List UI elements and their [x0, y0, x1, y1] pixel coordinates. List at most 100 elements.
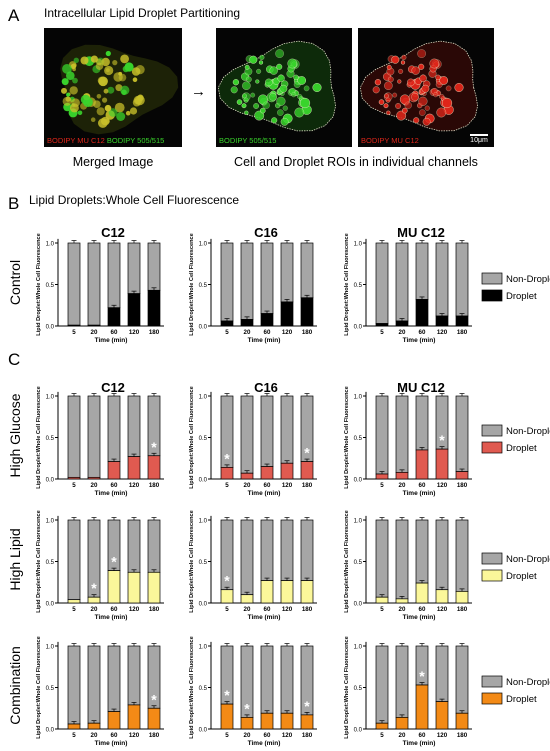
lipid-droplet [108, 108, 118, 117]
legend-label-droplet: Droplet [506, 571, 537, 582]
lipid-droplet [299, 97, 311, 109]
bar-non-droplet [147, 519, 161, 573]
significance-star: * [304, 445, 310, 461]
lipid-droplet [404, 101, 412, 110]
lipid-droplet [66, 92, 70, 97]
x-tick-label: 20 [399, 606, 406, 613]
bar-droplet [220, 703, 234, 730]
bar-non-droplet [435, 645, 449, 702]
bar-non-droplet [280, 395, 294, 464]
x-axis-label: Time (min) [403, 740, 436, 747]
x-tick-label: 120 [129, 732, 140, 739]
y-axis-label: Lipid Droplet:Whole Cell Fluorescence [189, 510, 195, 613]
red-channel-label: BODIPY MU C12 [361, 136, 419, 145]
lipid-droplet [105, 50, 111, 57]
panel-letter-a: A [8, 6, 20, 25]
y-tick-label: 1.0 [199, 645, 208, 651]
x-tick-label: 120 [437, 732, 448, 739]
significance-star: * [151, 691, 157, 707]
lipid-droplet [106, 68, 110, 73]
lipid-droplet [280, 117, 289, 126]
row-label: High Lipid [7, 528, 23, 590]
lipid-droplet [269, 66, 278, 75]
x-tick-label: 180 [302, 482, 313, 489]
green-channel-image: BODIPY 505/515 [216, 28, 352, 147]
red-channel-image: BODIPY MU C12 10μm [358, 28, 494, 147]
x-tick-label: 60 [264, 606, 271, 613]
bar-non-droplet [127, 645, 141, 706]
bar-droplet [127, 293, 141, 327]
y-tick-label: 0.5 [354, 436, 363, 442]
bar-droplet [107, 711, 121, 730]
bar-non-droplet [395, 645, 409, 718]
y-tick-label: 0.5 [354, 560, 363, 566]
chart-1-0: 0.0 0.5 1.0 Lipid Droplet:Whole Cell Fluore… [36, 386, 164, 497]
lipid-droplet [101, 57, 110, 67]
x-tick-label: 60 [419, 732, 426, 739]
lipid-droplet [72, 77, 78, 84]
legend-0: Non-Droplet Droplet [481, 272, 550, 302]
column-header-c: C16 [254, 380, 278, 395]
bar-droplet [107, 307, 121, 327]
bar-droplet [280, 580, 294, 604]
charts-layer: C12 C12 C16 C16 MU C12 MU C12 Control High Gluc… [7, 225, 550, 747]
lipid-droplet [242, 93, 247, 99]
lipid-droplet [120, 85, 130, 95]
lipid-droplet [279, 84, 288, 93]
lipid-droplet [271, 117, 278, 124]
lipid-droplet [104, 104, 112, 112]
lipid-droplet [107, 86, 115, 94]
lipid-droplet [262, 101, 270, 110]
bar-droplet [375, 722, 389, 730]
legend-label-droplet: Droplet [506, 443, 537, 454]
bar-droplet [300, 714, 314, 730]
bar-droplet [147, 455, 161, 480]
lipid-droplet [258, 60, 264, 65]
lipid-droplet [418, 96, 428, 106]
x-tick-label: 60 [264, 732, 271, 739]
bar-non-droplet [107, 645, 121, 712]
lipid-droplet [80, 56, 89, 65]
lipid-droplet [95, 58, 103, 66]
x-tick-label: 5 [380, 606, 384, 613]
x-axis-label: Time (min) [95, 337, 128, 344]
lipid-droplet [103, 88, 109, 94]
legend-swatch-non-droplet [481, 675, 503, 688]
bar-non-droplet [455, 519, 469, 592]
y-tick-label: 0.5 [354, 686, 363, 692]
lipid-droplet [250, 92, 256, 98]
lipid-droplet [395, 103, 401, 109]
lipid-droplet [303, 85, 310, 92]
x-tick-label: 20 [399, 482, 406, 489]
x-tick-label: 5 [380, 482, 384, 489]
bar-non-droplet [280, 242, 294, 303]
bar-droplet [280, 462, 294, 480]
x-tick-label: 120 [282, 732, 293, 739]
bar-non-droplet [107, 242, 121, 309]
legend-label-non-droplet: Non-Droplet [506, 274, 550, 285]
bar-non-droplet [127, 395, 141, 457]
lipid-droplet [120, 54, 129, 64]
lipid-droplet [93, 100, 101, 108]
x-tick-label: 20 [244, 732, 251, 739]
lipid-droplet [102, 97, 108, 103]
bar-droplet [220, 467, 234, 480]
bar-non-droplet [67, 519, 81, 601]
x-tick-label: 180 [457, 606, 468, 613]
lipid-droplet [255, 79, 260, 84]
bar-non-droplet [395, 242, 409, 322]
bar-droplet [240, 717, 254, 730]
bar-droplet [127, 704, 141, 730]
lipid-droplet [445, 85, 452, 92]
lipid-droplet [114, 102, 125, 113]
x-tick-label: 60 [419, 329, 426, 336]
x-tick-label: 5 [225, 329, 229, 336]
bar-non-droplet [395, 395, 409, 473]
lipid-droplet [132, 77, 138, 82]
lipid-droplet [249, 55, 258, 64]
lipid-droplet [384, 81, 393, 91]
lipid-droplet [435, 74, 441, 81]
bar-non-droplet [455, 395, 469, 472]
y-tick-label: 1.0 [46, 519, 55, 525]
